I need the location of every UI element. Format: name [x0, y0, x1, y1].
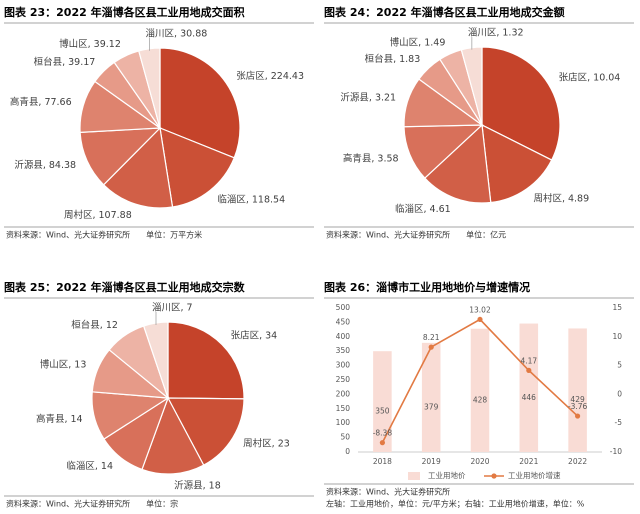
slice-label: 桓台县, 12 — [71, 319, 118, 331]
y-tick-label: 200 — [336, 389, 351, 398]
y-tick-label: 400 — [336, 332, 351, 341]
slice-label: 周村区, 107.88 — [64, 209, 132, 221]
slice-label: 高青县, 77.66 — [10, 96, 72, 108]
line-point — [379, 440, 385, 446]
x-tick-label: 2019 — [422, 457, 441, 466]
slice-label: 张店区, 10.04 — [559, 71, 621, 83]
bar — [519, 323, 539, 452]
pie-slice — [167, 321, 245, 400]
y2-tick-label: 15 — [612, 303, 622, 312]
y2-tick-label: -5 — [615, 418, 623, 427]
pie-slice — [102, 126, 174, 209]
y-tick-label: 350 — [336, 346, 351, 355]
line-point — [477, 316, 483, 323]
pie-slice — [141, 396, 205, 475]
source-note: 左轴：工业用地价，单位：元/平方米；右轴：工业用地价增速，单位：% — [326, 499, 585, 509]
chart-title: 图表 26：淄博市工业用地地价与增速情况 — [324, 280, 530, 294]
source-note: 资料来源：Wind、光大证券研究所 — [326, 487, 450, 497]
slice-label: 桓台县, 39.17 — [34, 56, 96, 68]
y2-tick-label: 0 — [617, 389, 622, 398]
bar — [421, 342, 441, 452]
y-tick-label: 250 — [336, 375, 351, 384]
slice-label: 临淄区, 14 — [66, 460, 113, 472]
y2-tick-label: 5 — [617, 361, 622, 370]
chart-title: 图表 23：2022 年淄博各区县工业用地成交面积 — [4, 5, 245, 19]
y2-tick-label: 10 — [612, 332, 622, 341]
slice-label: 张店区, 224.43 — [236, 70, 304, 82]
y-tick-label: 150 — [336, 404, 351, 413]
chart-title: 图表 24：2022 年淄博各区县工业用地成交金额 — [324, 5, 565, 19]
bar-value-label: 350 — [375, 407, 390, 416]
source-note: 资料来源：Wind、光大证券研究所 单位：亿元 — [326, 230, 506, 240]
line-value-label: -8.38 — [373, 429, 393, 438]
slice-label: 沂源县, 18 — [174, 479, 221, 491]
pie-slice — [423, 123, 492, 204]
line-value-label: 13.02 — [469, 305, 491, 314]
x-tick-label: 2021 — [519, 457, 538, 466]
pie-slice — [159, 127, 236, 208]
legend-label: 工业用地价增速 — [508, 470, 561, 480]
y-tick-label: 0 — [345, 447, 350, 456]
slice-label: 博山区, 39.12 — [59, 38, 121, 50]
bar-value-label: 429 — [570, 395, 585, 404]
bar — [470, 328, 490, 452]
line-point — [575, 413, 581, 419]
pie-slice — [159, 47, 241, 159]
line-value-label: 8.21 — [423, 333, 440, 342]
slice-label: 淄川区, 30.88 — [146, 28, 208, 40]
pie-slice — [481, 46, 561, 161]
legend-marker — [491, 473, 497, 479]
slice-label: 临淄区, 4.61 — [395, 203, 451, 215]
slice-label: 高青县, 14 — [36, 413, 83, 425]
source-note: 资料来源：Wind、光大证券研究所 单位：宗 — [6, 499, 178, 509]
y-tick-label: 300 — [336, 361, 351, 370]
slice-label: 桓台县, 1.83 — [365, 53, 421, 65]
legend-swatch — [408, 472, 420, 480]
bar — [373, 351, 392, 452]
x-tick-label: 2020 — [470, 457, 489, 466]
slice-label: 淄川区, 1.32 — [468, 27, 524, 39]
slice-label: 博山区, 1.49 — [390, 36, 446, 48]
bar — [568, 328, 587, 452]
line-value-label: -3.76 — [568, 402, 588, 411]
y-tick-label: 100 — [336, 418, 351, 427]
line-value-label: 4.17 — [520, 356, 537, 365]
chart-title: 图表 25：2022 年淄博各区县工业用地成交宗数 — [4, 280, 246, 294]
y-tick-label: 500 — [336, 303, 351, 312]
slice-label: 张店区, 34 — [231, 330, 278, 342]
y2-tick-label: -10 — [610, 447, 622, 456]
slice-label: 临淄区, 118.54 — [217, 193, 285, 205]
bar-value-label: 428 — [473, 395, 488, 404]
x-tick-label: 2022 — [568, 457, 587, 466]
y-tick-label: 450 — [336, 317, 351, 326]
y-tick-label: 50 — [340, 433, 350, 442]
bar-value-label: 446 — [522, 393, 537, 402]
slice-label: 淄川区, 7 — [152, 302, 193, 314]
pie-slice — [481, 123, 553, 204]
slice-label: 沂源县, 84.38 — [14, 159, 76, 171]
slice-label: 博山区, 13 — [40, 359, 87, 371]
line-point — [428, 344, 434, 350]
source-note: 资料来源：Wind、光大证券研究所 单位：万平方米 — [6, 230, 202, 240]
line-point — [526, 367, 532, 373]
bar-value-label: 379 — [424, 402, 439, 411]
slice-label: 沂源县, 3.21 — [340, 92, 396, 104]
legend-label: 工业用地价 — [428, 470, 466, 480]
x-tick-label: 2018 — [373, 457, 392, 466]
pie-slice — [166, 397, 245, 466]
slice-label: 周村区, 4.89 — [533, 192, 589, 204]
slice-label: 高青县, 3.58 — [343, 152, 399, 164]
slice-label: 周村区, 23 — [243, 437, 290, 449]
